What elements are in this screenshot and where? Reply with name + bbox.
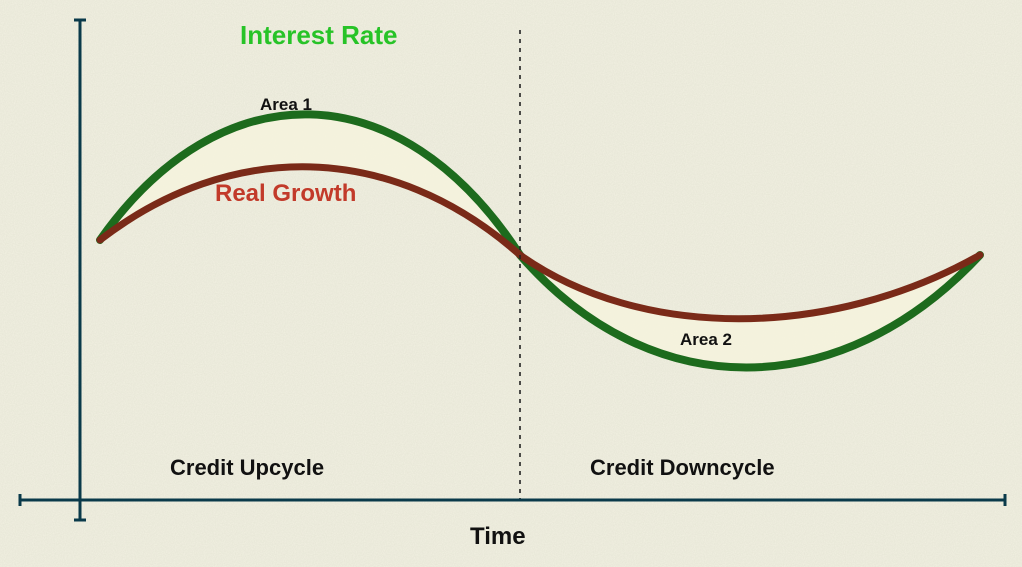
time-axis-label: Time bbox=[470, 523, 526, 551]
paper-texture bbox=[0, 0, 1022, 567]
chart-canvas: Interest Rate Real Growth Area 1 Area 2 … bbox=[0, 0, 1022, 567]
area-1-label: Area 1 bbox=[260, 95, 312, 115]
credit-upcycle-label: Credit Upcycle bbox=[170, 455, 324, 481]
real-growth-label: Real Growth bbox=[215, 180, 356, 208]
chart-svg bbox=[0, 0, 1022, 567]
area-2-label: Area 2 bbox=[680, 330, 732, 350]
interest-rate-label: Interest Rate bbox=[240, 20, 398, 51]
credit-downcycle-label: Credit Downcycle bbox=[590, 455, 775, 481]
